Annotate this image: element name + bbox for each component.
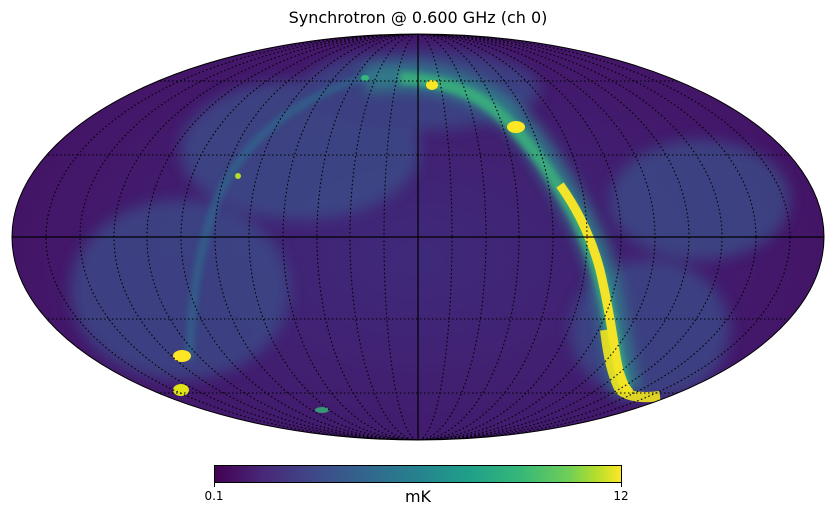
- source-left-1: [173, 350, 191, 362]
- source-small-1: [235, 173, 241, 179]
- colorbar-unit-label: mK: [404, 487, 432, 506]
- colorbar-min-label: 0.1: [204, 489, 224, 503]
- colorbar-max-label: 12: [613, 489, 629, 503]
- map-border: [11, 33, 825, 441]
- source-top: [426, 80, 438, 90]
- colorbar: [214, 465, 622, 483]
- arc-core-lower: [600, 329, 661, 403]
- source-small-3: [361, 75, 369, 81]
- faint-left-loop: [186, 71, 374, 361]
- colorbar-tick-min: [214, 483, 215, 487]
- map-title: Synchrotron @ 0.600 GHz (ch 0): [288, 8, 548, 27]
- source-upper-right: [507, 121, 525, 133]
- source-small-2: [315, 407, 329, 413]
- source-left-2: [173, 384, 189, 396]
- colorbar-tick-max: [621, 483, 622, 487]
